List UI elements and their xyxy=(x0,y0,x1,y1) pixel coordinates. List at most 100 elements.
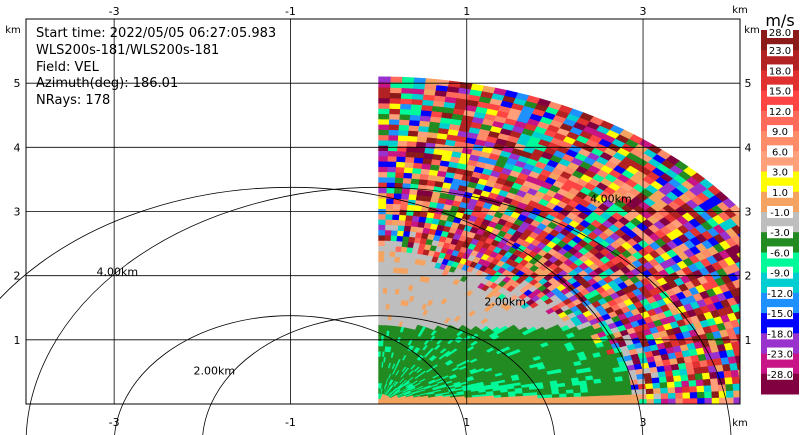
velocity-gate xyxy=(659,381,669,389)
velocity-gate xyxy=(378,92,391,99)
velocity-gate xyxy=(735,212,740,219)
x-tick-label-top: 1 xyxy=(463,5,470,18)
velocity-gate xyxy=(624,389,633,395)
velocity-gate xyxy=(402,177,412,184)
colorbar-label-bg xyxy=(767,347,793,360)
velocity-gate xyxy=(390,229,398,236)
velocity-gate xyxy=(378,155,388,162)
velocity-gate xyxy=(378,113,390,120)
velocity-gate xyxy=(581,399,590,404)
velocity-gate xyxy=(378,319,382,326)
velocity-gate xyxy=(687,373,697,381)
velocity-gate xyxy=(733,389,740,398)
velocity-gate xyxy=(378,356,381,363)
velocity-gate xyxy=(681,379,690,387)
velocity-gate xyxy=(667,386,676,394)
velocity-gate xyxy=(395,235,404,242)
velocity-gate xyxy=(743,239,755,249)
velocity-gate xyxy=(675,397,684,404)
velocity-gate xyxy=(688,379,697,387)
velocity-gate xyxy=(695,378,705,387)
km-label-right: km xyxy=(744,25,760,36)
velocity-gate xyxy=(378,387,380,394)
velocity-gate xyxy=(378,108,390,115)
colorbar-label-bg xyxy=(767,367,793,380)
velocity-gate xyxy=(378,203,387,210)
velocity-gate xyxy=(384,224,392,231)
velocity-gate xyxy=(741,397,748,404)
colorbar-label: 18.0 xyxy=(769,66,791,77)
velocity-gate xyxy=(646,393,655,400)
km-label-bottom-right: km xyxy=(732,418,748,429)
velocity-gate xyxy=(396,145,407,152)
velocity-gate xyxy=(447,80,461,88)
velocity-gate xyxy=(743,248,755,258)
instrument-label: WLS200s-181/WLS200s-181 xyxy=(36,43,220,58)
velocity-gate xyxy=(689,385,698,393)
velocity-gate xyxy=(406,140,417,148)
velocity-gate xyxy=(398,214,407,221)
velocity-gate xyxy=(381,319,386,326)
velocity-gate xyxy=(392,266,399,274)
colorbar-label-bg xyxy=(767,307,793,320)
velocity-gate xyxy=(383,245,391,252)
x-tick-label-bottom: 1 xyxy=(463,416,470,429)
velocity-gate xyxy=(665,375,675,383)
velocity-gate xyxy=(651,376,661,384)
velocity-gate xyxy=(378,181,387,189)
velocity-gate xyxy=(378,76,391,83)
velocity-gate xyxy=(616,389,626,396)
velocity-gate xyxy=(378,234,386,241)
velocity-gate xyxy=(394,171,404,179)
velocity-gate xyxy=(748,397,755,404)
axis-ticks: -3 -3 -1 -1 1 1 3 3 1 1 2 2 3 3 4 4 5 5 km km km km xyxy=(5,5,760,429)
velocity-gate xyxy=(595,395,604,401)
velocity-gate xyxy=(763,397,770,405)
velocity-gate xyxy=(652,387,662,394)
velocity-gate xyxy=(573,395,582,401)
velocity-gate xyxy=(602,394,611,401)
velocity-gate xyxy=(378,219,386,225)
velocity-gate xyxy=(703,384,713,392)
colorbar-label-bg xyxy=(767,286,793,299)
velocity-gate xyxy=(387,134,399,141)
velocity-gate xyxy=(770,396,777,404)
velocity-gate xyxy=(405,209,414,216)
velocity-gate xyxy=(652,382,661,389)
velocity-gate xyxy=(393,187,403,194)
velocity-gate xyxy=(595,390,604,397)
velocity-gate xyxy=(396,150,407,158)
velocity-gate xyxy=(400,87,414,94)
velocity-gate xyxy=(792,396,799,404)
velocity-gate xyxy=(731,376,740,385)
range-ring-radar-label: 2.00km xyxy=(484,295,526,308)
velocity-gate xyxy=(381,303,387,310)
x-tick-label-bottom: -1 xyxy=(285,416,296,429)
colorbar-label: -28.0 xyxy=(767,370,793,381)
velocity-gate xyxy=(386,171,396,178)
velocity-gate xyxy=(382,282,388,289)
velocity-gate xyxy=(378,166,388,173)
velocity-gate xyxy=(756,397,763,404)
velocity-gate xyxy=(378,266,384,273)
velocity-gate xyxy=(710,384,720,392)
velocity-gate xyxy=(624,398,633,404)
velocity-gate xyxy=(378,308,383,315)
velocity-gate xyxy=(387,129,399,136)
velocity-gate xyxy=(704,397,713,404)
velocity-gate xyxy=(378,303,383,310)
velocity-gate xyxy=(409,108,422,116)
velocity-gate xyxy=(671,368,681,377)
velocity-gate xyxy=(689,391,698,399)
velocity-gate xyxy=(747,291,758,300)
velocity-gate xyxy=(383,250,390,257)
velocity-gate xyxy=(382,277,389,284)
velocity-gate xyxy=(725,390,735,398)
velocity-gate xyxy=(739,294,740,295)
velocity-gate xyxy=(708,371,718,379)
velocity-gate xyxy=(544,397,553,402)
velocity-gate xyxy=(777,396,784,404)
velocity-gate xyxy=(388,250,396,258)
field-label: Field: VEL xyxy=(36,60,99,75)
